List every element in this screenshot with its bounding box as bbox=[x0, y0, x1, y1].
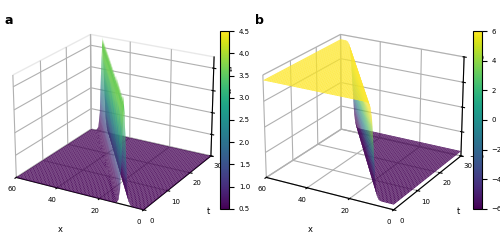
Text: a: a bbox=[4, 14, 13, 27]
Text: b: b bbox=[254, 14, 264, 27]
X-axis label: x: x bbox=[308, 225, 313, 234]
Y-axis label: t: t bbox=[206, 207, 210, 216]
X-axis label: x: x bbox=[58, 225, 63, 234]
Y-axis label: t: t bbox=[456, 207, 460, 216]
